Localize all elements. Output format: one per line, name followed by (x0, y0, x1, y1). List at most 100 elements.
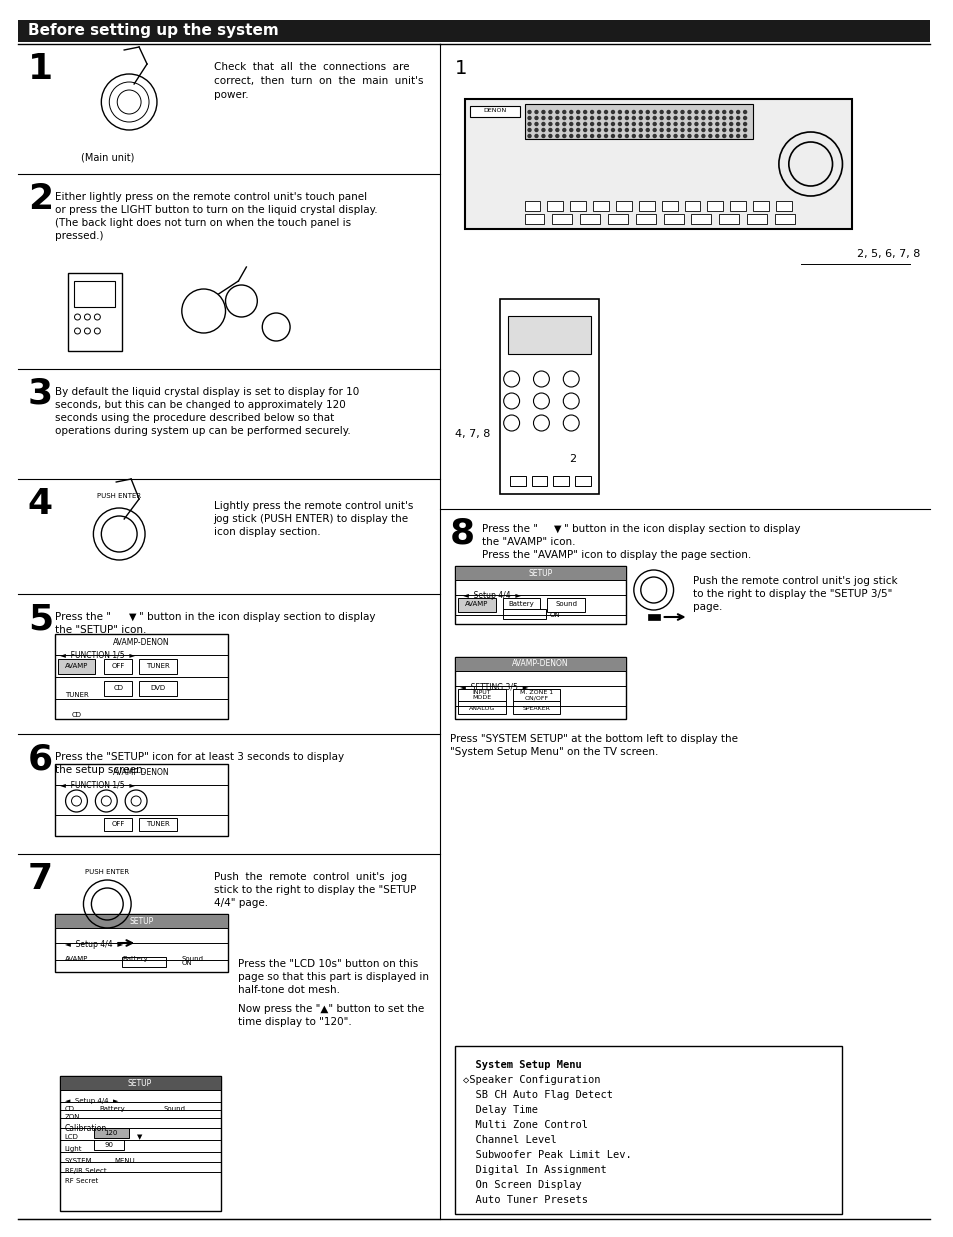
Circle shape (632, 135, 635, 137)
Text: INPUT
MODE: INPUT MODE (472, 689, 491, 700)
Circle shape (618, 122, 620, 125)
Circle shape (701, 135, 704, 137)
Text: seconds using the procedure described below so that: seconds using the procedure described be… (54, 413, 334, 423)
Text: CD: CD (65, 1106, 74, 1112)
Circle shape (548, 129, 551, 131)
Text: ▼: ▼ (129, 612, 136, 622)
Circle shape (722, 122, 725, 125)
Circle shape (701, 110, 704, 114)
Bar (455, 1047, 841, 1213)
Circle shape (742, 116, 746, 120)
Circle shape (562, 135, 565, 137)
Circle shape (653, 110, 656, 114)
Text: the "AVAMP" icon.: the "AVAMP" icon. (481, 537, 575, 547)
Circle shape (569, 122, 572, 125)
Circle shape (625, 122, 628, 125)
Text: time display to "120".: time display to "120". (238, 1017, 352, 1027)
Bar (68, 273, 122, 351)
Text: Check  that  all  the  connections  are: Check that all the connections are (213, 62, 409, 72)
Circle shape (659, 110, 662, 114)
Circle shape (604, 110, 607, 114)
Text: DVD: DVD (151, 685, 166, 691)
Text: Sound: Sound (182, 956, 204, 962)
Bar (524, 200, 540, 212)
Circle shape (736, 122, 739, 125)
Bar (691, 214, 711, 224)
Text: half-tone dot mesh.: half-tone dot mesh. (238, 985, 340, 995)
Text: AVAMP-DENON: AVAMP-DENON (113, 638, 170, 647)
Text: ON: ON (182, 960, 193, 966)
Circle shape (645, 135, 649, 137)
Bar (663, 214, 682, 224)
Circle shape (659, 122, 662, 125)
Text: ◄  Setup 4/4  ►: ◄ Setup 4/4 ► (65, 940, 123, 949)
Text: PUSH ENTER: PUSH ENTER (85, 870, 130, 875)
Text: AVAMP: AVAMP (65, 663, 88, 669)
Text: 6: 6 (28, 742, 52, 776)
Text: icon display section.: icon display section. (213, 527, 320, 537)
Circle shape (701, 116, 704, 120)
Circle shape (708, 116, 711, 120)
Circle shape (604, 116, 607, 120)
Bar (502, 597, 540, 612)
Circle shape (674, 122, 677, 125)
Circle shape (618, 135, 620, 137)
Bar (499, 299, 598, 494)
Circle shape (611, 110, 614, 114)
Circle shape (556, 129, 558, 131)
Text: ▼: ▼ (137, 1134, 142, 1141)
Text: SETUP: SETUP (130, 917, 153, 925)
Bar (18, 20, 929, 42)
Circle shape (639, 110, 641, 114)
Circle shape (708, 110, 711, 114)
Circle shape (645, 122, 649, 125)
Circle shape (541, 122, 544, 125)
Text: ON: ON (549, 612, 559, 618)
Text: Light: Light (65, 1145, 82, 1152)
Text: ANALOG: ANALOG (468, 705, 495, 710)
Bar (104, 818, 132, 831)
Circle shape (583, 135, 586, 137)
Text: Delay Time: Delay Time (462, 1105, 537, 1115)
Circle shape (583, 116, 586, 120)
Text: Channel Level: Channel Level (462, 1136, 557, 1145)
Text: TUNER: TUNER (146, 821, 170, 828)
Circle shape (597, 135, 600, 137)
Bar (719, 214, 739, 224)
Circle shape (722, 110, 725, 114)
Text: power.: power. (213, 90, 248, 100)
Text: " button in the icon display section to display: " button in the icon display section to … (139, 612, 375, 622)
Bar (57, 659, 95, 674)
Circle shape (548, 122, 551, 125)
Text: ◄  Setup 4/4  ►: ◄ Setup 4/4 ► (462, 591, 520, 600)
Circle shape (674, 135, 677, 137)
Text: page so that this part is displayed in: page so that this part is displayed in (238, 972, 429, 982)
Circle shape (736, 116, 739, 120)
Circle shape (597, 122, 600, 125)
Circle shape (659, 135, 662, 137)
Circle shape (548, 135, 551, 137)
Text: System Setup Menu: System Setup Menu (462, 1060, 581, 1070)
Circle shape (611, 122, 614, 125)
Text: 4, 7, 8: 4, 7, 8 (455, 429, 490, 439)
Text: " button in the icon display section to display: " button in the icon display section to … (564, 524, 800, 534)
Circle shape (639, 116, 641, 120)
Bar (607, 214, 627, 224)
Circle shape (562, 116, 565, 120)
Circle shape (715, 110, 718, 114)
Bar (547, 200, 562, 212)
Text: Battery: Battery (122, 956, 148, 962)
Circle shape (577, 135, 579, 137)
Bar (54, 635, 229, 719)
Text: Press the "LCD 10s" button on this: Press the "LCD 10s" button on this (238, 959, 418, 969)
Text: to the right to display the "SETUP 3/5": to the right to display the "SETUP 3/5" (693, 589, 892, 599)
Circle shape (659, 116, 662, 120)
Text: Before setting up the system: Before setting up the system (28, 24, 278, 38)
Text: ◇Speaker Configuration: ◇Speaker Configuration (462, 1075, 599, 1085)
Text: Press the ": Press the " (54, 612, 111, 622)
Circle shape (632, 116, 635, 120)
Circle shape (742, 135, 746, 137)
Text: (The back light does not turn on when the touch panel is: (The back light does not turn on when th… (54, 218, 351, 228)
Bar (104, 659, 132, 674)
Circle shape (618, 116, 620, 120)
